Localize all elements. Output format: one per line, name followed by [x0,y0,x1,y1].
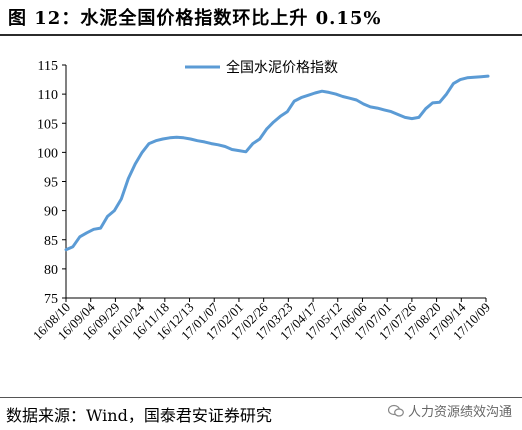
y-tick-label: 80 [44,263,58,278]
source-note: 数据来源：Wind，国泰君安证券研究 [6,406,272,425]
y-tick-label: 110 [38,88,58,103]
y-tick-label: 85 [44,234,58,249]
footer-divider [0,397,522,398]
y-tick-label: 100 [37,146,58,161]
chart-series [64,74,490,252]
chart-title: 图 12：水泥全国价格指数环比上升 0.15% [8,8,382,29]
watermark-text: 人力资源绩效沟通 [408,405,513,420]
legend-label: 全国水泥价格指数 [226,59,338,76]
watermark: 人力资源绩效沟通 [388,401,512,420]
y-tick-label: 105 [37,117,58,132]
y-tick-label: 75 [44,292,58,307]
y-tick-label: 95 [44,176,58,191]
y-tick-label: 115 [38,59,58,74]
chart-legend: 全国水泥价格指数 [185,59,338,76]
chart-axes [65,65,486,299]
chart-ticks: 758085909510010511011516/08/1016/09/0416… [30,59,493,343]
y-tick-label: 90 [44,205,58,220]
series-line-national-cement-index [64,74,490,252]
line-chart: 758085909510010511011516/08/1016/09/0416… [30,59,493,343]
wechat-icon [388,404,404,417]
title-divider [0,34,522,36]
